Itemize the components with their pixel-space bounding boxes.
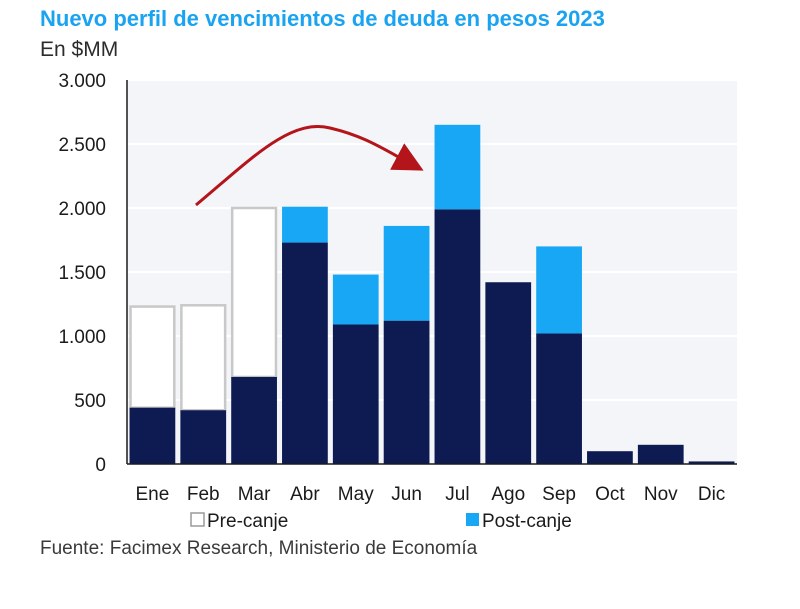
x-tick-label: Nov [644,484,678,505]
bar-base-dic [688,461,735,464]
x-tick-label: Oct [595,484,625,505]
bar-base-ago [485,282,532,464]
bar-base-jul [434,209,481,464]
bar-post-canje-abr [282,206,328,243]
bar-base-abr [282,242,328,464]
source-note: Fuente: Facimex Research, Ministerio de … [40,538,478,559]
y-axis-ticks: 0 500 1.000 1.500 2.000 2.500 3.000 [58,71,106,476]
legend-label-post-canje: Post-canje [482,511,572,532]
bar-post-canje-jul [434,124,481,210]
legend: Pre-canje Post-canje [190,511,572,532]
bar-pre-canje-mar [230,206,278,379]
bar-pre-canje-ene [129,305,176,409]
bar-base-may [332,324,379,464]
y-tick-label: 2.000 [58,199,106,220]
gridlines [127,79,737,401]
bar-base-oct [587,451,633,464]
y-tick-label: 3.000 [58,71,106,92]
bar-base-mar [231,376,277,464]
bar-base-ene [129,407,176,464]
bar-post-canje-may [332,274,379,325]
x-tick-label: Ago [491,484,525,505]
bar-base-sep [536,333,582,464]
x-tick-label: Jun [391,484,422,505]
x-tick-label: Mar [238,484,271,505]
bar-base-feb [180,410,227,464]
bar-post-canje-jun [383,225,430,321]
legend-swatch-post-canje [466,513,479,526]
bar-pre-canje-feb [180,304,227,412]
y-tick-label: 1.000 [58,327,106,348]
legend-label-pre-canje: Pre-canje [207,511,288,532]
x-axis-ticks: Ene Feb Mar Abr May Jun Jul Ago Sep Oct Nov Dic [136,484,726,505]
x-tick-label: Ene [136,484,170,505]
x-tick-label: Feb [187,484,220,505]
bar-post-canje-sep [536,246,582,334]
x-tick-label: Dic [698,484,725,505]
y-tick-label: 2.500 [58,135,106,156]
bar-base-jun [383,320,430,464]
x-tick-label: Abr [290,484,320,505]
bars [129,124,735,464]
x-tick-label: Sep [542,484,576,505]
bar-base-nov [637,444,684,464]
chart-title: Nuevo perfil de vencimientos de deuda en… [40,6,605,31]
y-tick-label: 0 [95,455,106,476]
y-tick-label: 500 [74,391,106,412]
legend-swatch-pre-canje [190,512,205,527]
trend-arrow [195,125,424,207]
x-tick-label: Jul [445,484,469,505]
chart-subtitle: En $MM [40,38,119,61]
y-tick-label: 1.500 [58,263,106,284]
x-tick-label: May [338,484,374,505]
